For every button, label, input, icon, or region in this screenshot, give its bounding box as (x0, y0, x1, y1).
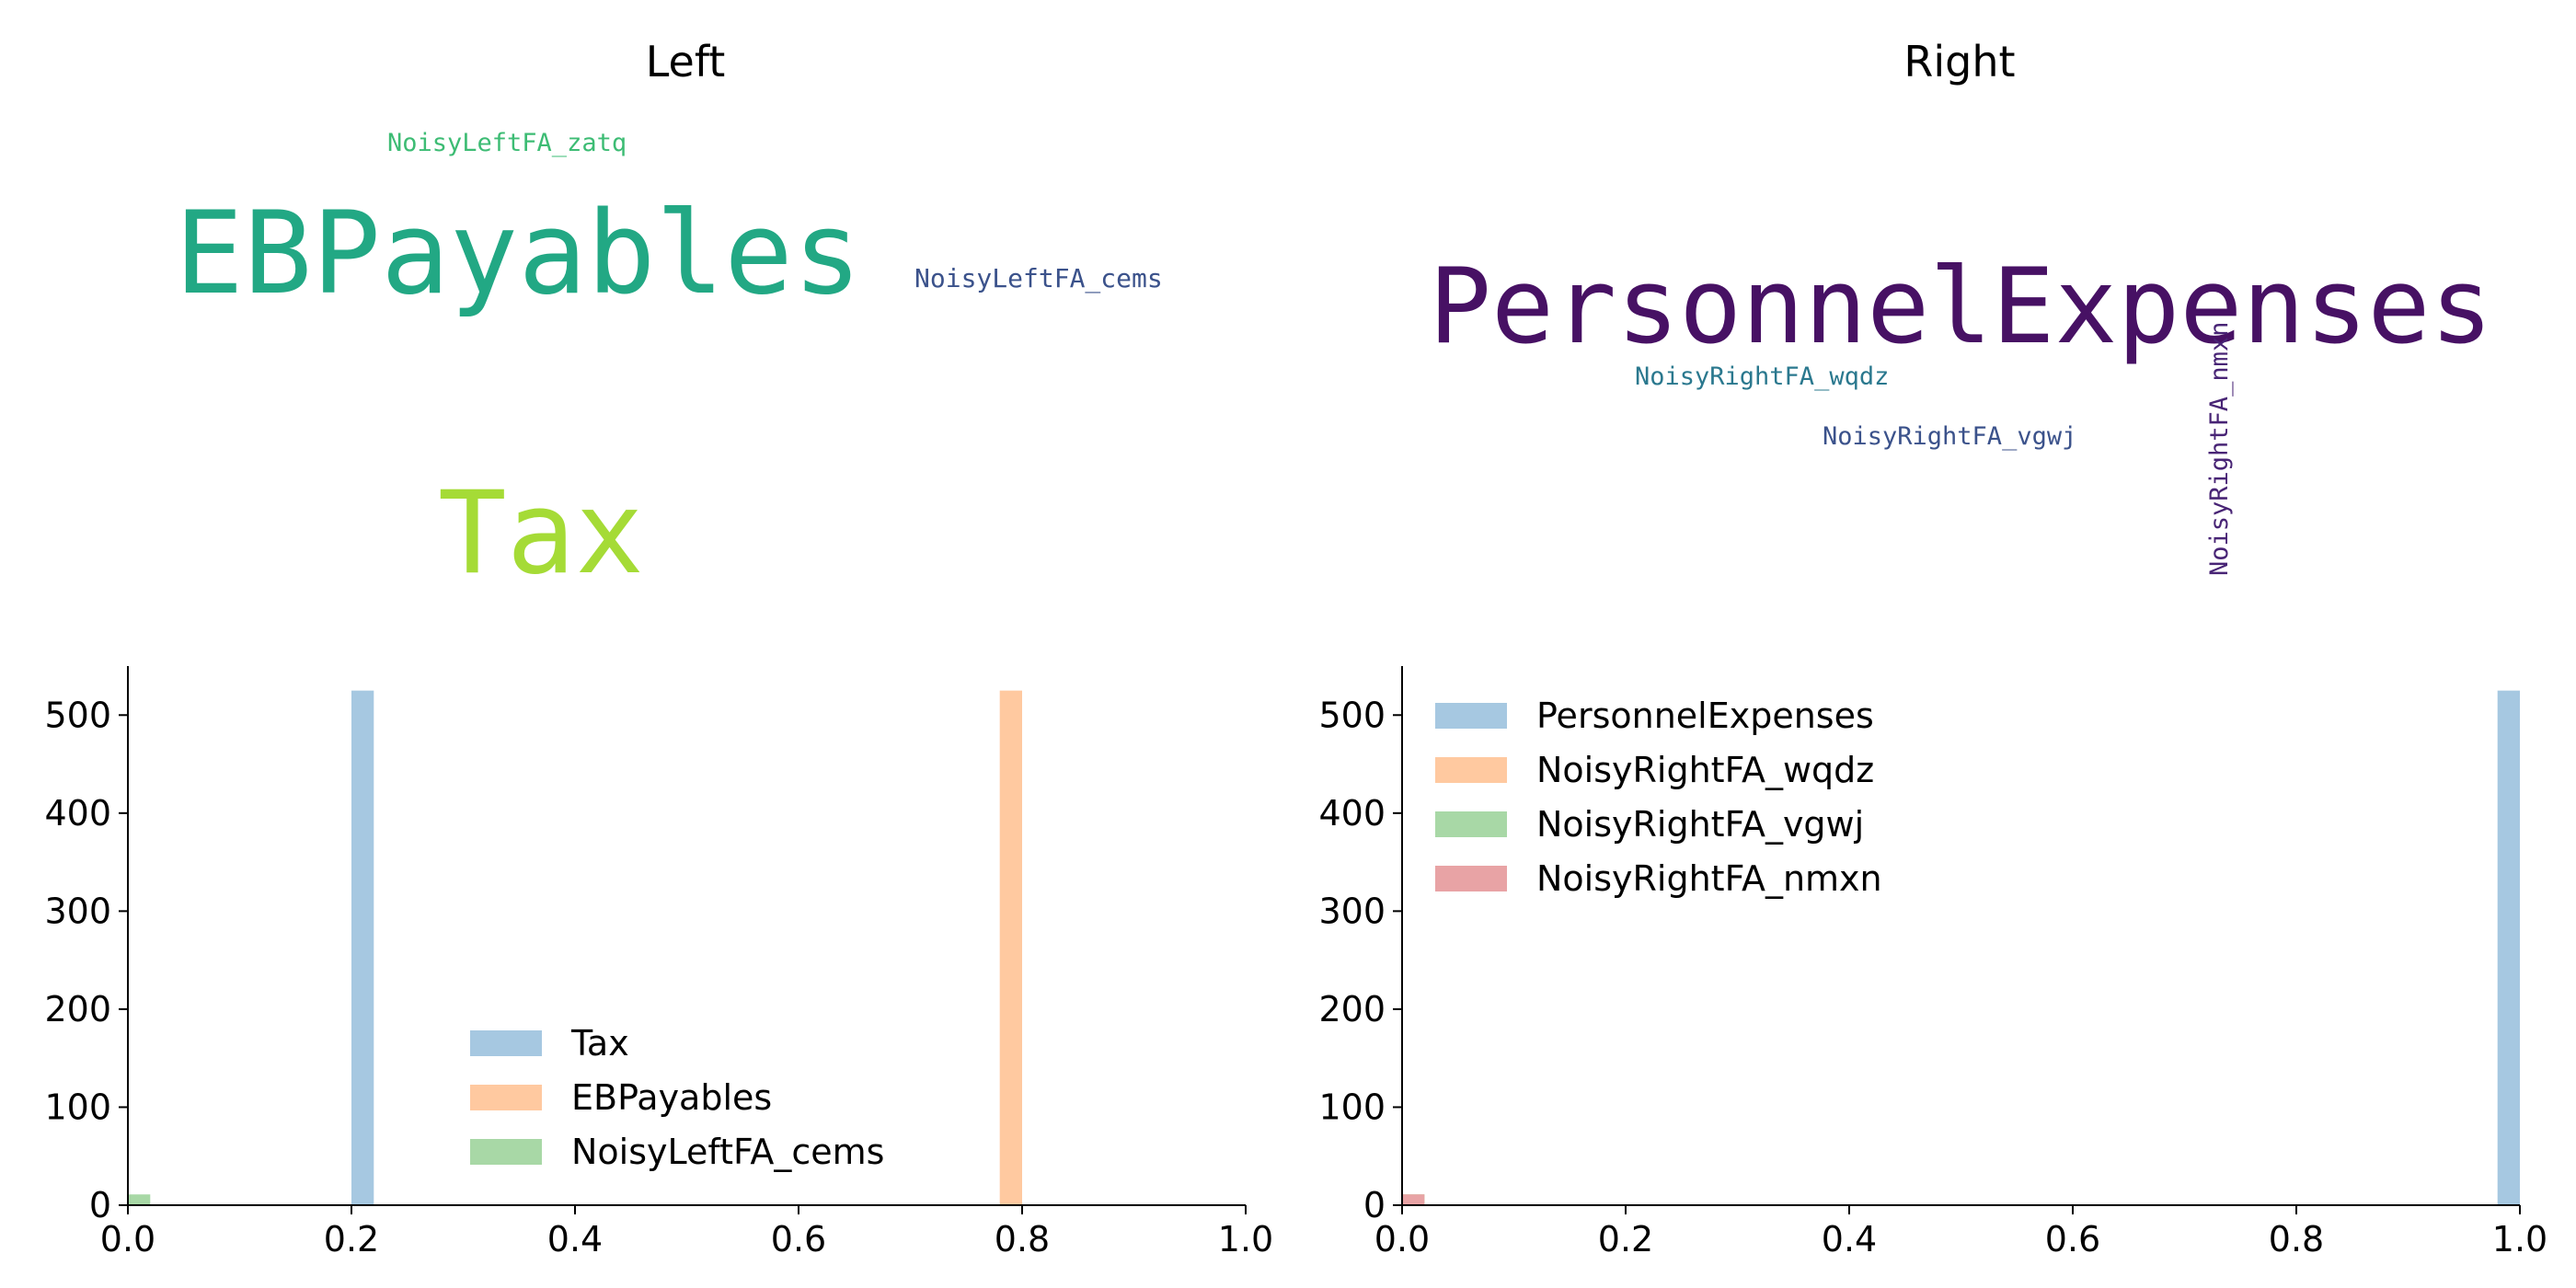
left-histogram-axes (127, 666, 1246, 1206)
cloud-word-ebpayables: EBPayables (175, 188, 862, 320)
left-hist-x-tick-label-3: 0.6 (771, 1219, 826, 1259)
left-hist-x-tick-label-5: 1.0 (1218, 1219, 1273, 1259)
right-hist-x-tick-label-5: 1.0 (2492, 1219, 2547, 1259)
right-histogram-axes (1401, 666, 2520, 1206)
left-hist-y-tick-label-3: 300 (44, 891, 111, 931)
right-hist-legend-swatch-noisyrightfa-vgwj (1435, 811, 1507, 837)
left-hist-y-tick-label-0: 0 (89, 1185, 111, 1225)
left-histogram-bars (128, 690, 1022, 1205)
right-histogram-bars (1402, 690, 2520, 1205)
cloud-word-tax: Tax (438, 467, 644, 600)
cloud-word-noisyrightfa-nmxn: NoisyRightFA_nmxn (2205, 322, 2234, 576)
left-histogram-ticks: 0.0 0.2 0.4 0.6 0.8 1.0 0 100 200 300 400 500 (44, 695, 1273, 1259)
left-hist-legend-label-noisyleftfa-cems: NoisyLeftFA_cems (571, 1132, 884, 1172)
left-hist-legend-swatch-tax (470, 1030, 542, 1056)
right-hist-y-tick-label-3: 300 (1318, 891, 1386, 931)
right-hist-legend-swatch-noisyrightfa-wqdz (1435, 757, 1507, 783)
right-hist-x-tick-label-3: 0.6 (2045, 1219, 2100, 1259)
left-histogram-legend: Tax EBPayables NoisyLeftFA_cems (470, 1023, 884, 1172)
left-hist-y-tick-label-5: 500 (44, 695, 111, 735)
cloud-word-noisyleftfa-cems: NoisyLeftFA_cems (914, 263, 1163, 294)
right-hist-legend-label-noisyrightfa-vgwj: NoisyRightFA_vgwj (1536, 804, 1864, 845)
left-hist-bar-ebpayables-0 (999, 690, 1022, 1205)
left-title: Left (646, 37, 726, 86)
right-title: Right (1903, 37, 2015, 86)
right-histogram: 0.0 0.2 0.4 0.6 0.8 1.0 0 100 200 300 400 500 Perso… (1318, 666, 2547, 1259)
right-hist-y-tick-label-2: 200 (1318, 989, 1386, 1029)
right-hist-y-tick-label-0: 0 (1363, 1185, 1386, 1225)
right-hist-y-tick-label-4: 400 (1318, 793, 1386, 834)
right-wordcloud: Right PersonnelExpenses NoisyRightFA_wqd… (1429, 37, 2493, 576)
right-hist-y-tick-label-1: 100 (1318, 1087, 1386, 1127)
left-histogram: 0.0 0.2 0.4 0.6 0.8 1.0 0 100 200 300 400 500 Tax EB… (44, 666, 1273, 1259)
left-hist-x-tick-label-4: 0.8 (995, 1219, 1050, 1259)
right-hist-x-tick-label-0: 0.0 (1374, 1219, 1430, 1259)
right-hist-x-tick-label-1: 0.2 (1598, 1219, 1653, 1259)
left-hist-legend-label-ebpayables: EBPayables (571, 1077, 772, 1118)
right-histogram-legend: PersonnelExpenses NoisyRightFA_wqdz NoisyR… (1435, 696, 1882, 899)
right-hist-y-tick-label-5: 500 (1318, 695, 1386, 735)
left-hist-bar-noisyleftfa-cems-0 (128, 1194, 151, 1205)
right-hist-bar-noisyrightfa-nmxn-0 (1402, 1194, 1425, 1205)
left-hist-x-tick-label-0: 0.0 (100, 1219, 155, 1259)
right-hist-legend-label-noisyrightfa-nmxn: NoisyRightFA_nmxn (1536, 858, 1882, 899)
right-hist-legend-label-personnelexpenses: PersonnelExpenses (1536, 696, 1874, 736)
left-hist-x-tick-label-2: 0.4 (547, 1219, 603, 1259)
right-hist-x-tick-label-4: 0.8 (2269, 1219, 2324, 1259)
cloud-word-noisyrightfa-wqdz: NoisyRightFA_wqdz (1635, 362, 1889, 391)
cloud-word-noisyleftfa-zatq: NoisyLeftFA_zatq (387, 129, 627, 157)
right-hist-legend-swatch-noisyrightfa-nmxn (1435, 866, 1507, 891)
right-hist-legend-swatch-personnelexpenses (1435, 703, 1507, 729)
right-hist-x-tick-label-2: 0.4 (1822, 1219, 1877, 1259)
left-hist-legend-label-tax: Tax (570, 1023, 629, 1064)
left-hist-bar-tax-0 (351, 690, 374, 1205)
cloud-word-noisyrightfa-vgwj: NoisyRightFA_vgwj (1823, 422, 2076, 451)
left-hist-y-tick-label-2: 200 (44, 989, 111, 1029)
right-hist-bar-personnelexpenses-0 (2497, 690, 2520, 1205)
right-hist-legend-label-noisyrightfa-wqdz: NoisyRightFA_wqdz (1536, 750, 1874, 790)
left-hist-x-tick-label-1: 0.2 (324, 1219, 379, 1259)
left-hist-legend-swatch-noisyleftfa-cems (470, 1139, 542, 1165)
cloud-word-personnelexpenses: PersonnelExpenses (1429, 246, 2493, 367)
left-hist-y-tick-label-1: 100 (44, 1087, 111, 1127)
left-hist-y-tick-label-4: 400 (44, 793, 111, 834)
left-hist-legend-swatch-ebpayables (470, 1085, 542, 1110)
left-wordcloud: Left NoisyLeftFA_zatq EBPayables NoisyLe… (175, 37, 1163, 600)
right-histogram-ticks: 0.0 0.2 0.4 0.6 0.8 1.0 0 100 200 300 400 500 (1318, 695, 2547, 1259)
